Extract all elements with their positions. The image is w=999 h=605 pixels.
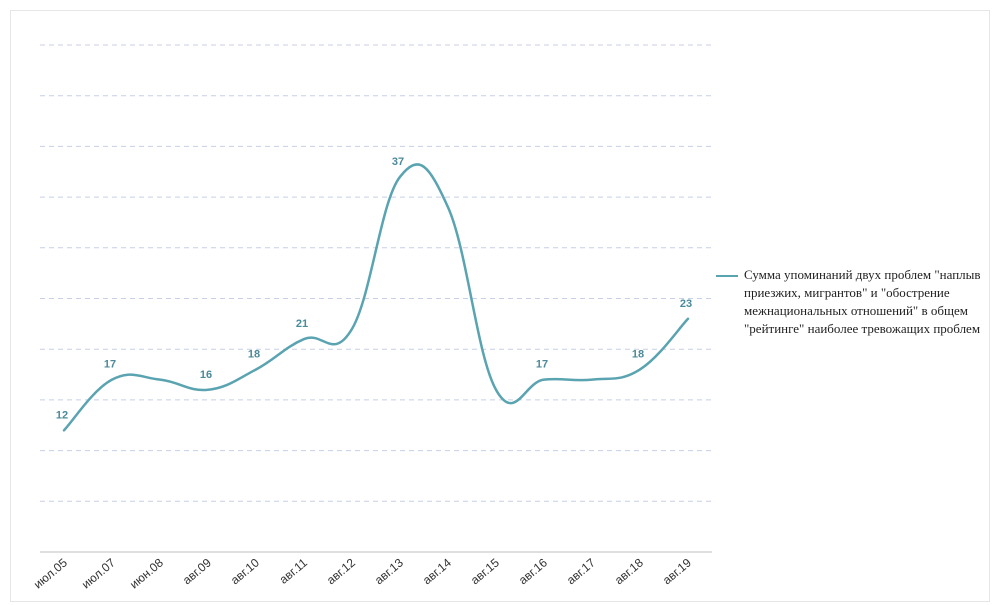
x-tick-label: авг.16	[516, 555, 550, 587]
x-tick-label: июн.08	[127, 555, 166, 591]
x-tick-label: авг.10	[228, 555, 262, 587]
x-tick-label: авг.14	[420, 555, 454, 587]
x-tick-label: авг.09	[180, 555, 214, 587]
data-label: 18	[632, 348, 644, 360]
legend: Сумма упоминаний двух проблем "наплыв пр…	[716, 266, 998, 338]
series-line	[62, 163, 690, 432]
legend-swatch	[716, 275, 738, 277]
data-label: 23	[680, 298, 692, 310]
chart-frame	[10, 10, 990, 602]
x-tick-label: авг.12	[324, 555, 358, 587]
data-label: 16	[200, 369, 212, 381]
legend-label: Сумма упоминаний двух проблем "наплыв пр…	[744, 267, 981, 336]
x-tick-label: авг.17	[564, 555, 598, 587]
data-label: 12	[56, 409, 68, 421]
x-tick-label: июл.05	[31, 555, 70, 591]
data-label: 17	[104, 359, 116, 371]
x-tick-label: авг.19	[660, 555, 694, 587]
data-label: 21	[296, 318, 308, 330]
x-tick-label: авг.15	[468, 555, 502, 587]
x-tick-label: июл.07	[79, 555, 118, 591]
x-tick-label: авг.13	[372, 555, 406, 587]
data-label: 17	[536, 359, 548, 371]
data-label: 37	[392, 156, 404, 168]
x-tick-label: авг.11	[277, 555, 311, 586]
x-tick-label: авг.18	[612, 555, 646, 587]
data-label: 18	[248, 348, 260, 360]
